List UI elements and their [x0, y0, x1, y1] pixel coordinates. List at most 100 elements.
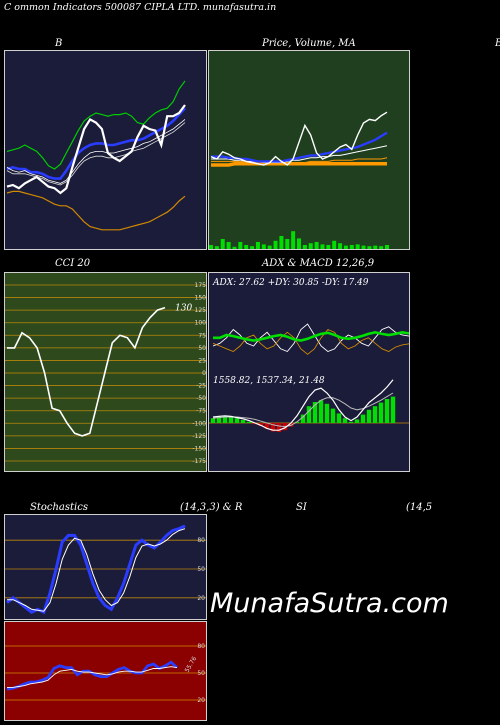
macd-histogram-bar — [384, 399, 390, 423]
stoch-tick-label: 50 — [197, 566, 205, 573]
volume-bar — [314, 242, 319, 249]
macd-histogram-bar — [300, 414, 306, 423]
volume-bar — [232, 246, 237, 249]
adx-plus-di-line — [212, 323, 409, 353]
macd-readout: 1558.82, 1537.34, 21.48 — [213, 376, 325, 386]
price-volume-ma-chart — [209, 111, 389, 249]
cci-tick-label: 125 — [195, 307, 207, 314]
volume-bar — [250, 246, 255, 249]
volume-bar — [326, 245, 331, 249]
volume-bar — [226, 242, 231, 249]
volume-bar — [355, 244, 360, 249]
stoch-tick-label: 20 — [197, 595, 205, 602]
volume-bar — [267, 245, 272, 249]
cci-line — [7, 306, 166, 437]
volume-bar — [255, 242, 260, 249]
price-line — [210, 111, 388, 166]
stochastics-chart: 80 50 20 — [5, 524, 206, 615]
cci-tick-label: 175 — [195, 282, 207, 289]
macd-histogram-bar — [270, 423, 276, 432]
macd-histogram-bar — [246, 421, 252, 423]
volume-bar — [320, 244, 325, 249]
bb-upper-band-line — [6, 80, 186, 170]
volume-bar — [238, 242, 243, 249]
stoch-panel-title: Stochastics — [30, 502, 88, 513]
volume-bar — [349, 245, 354, 249]
bb-right-edge-label: B — [495, 38, 500, 49]
volume-bar — [373, 245, 378, 249]
bb-middle-band-line — [6, 107, 186, 180]
macd-histogram-bar — [324, 403, 330, 423]
macd-histogram-bar — [228, 417, 234, 423]
rsi-chart: 80 50 20 55.76 — [5, 643, 206, 704]
volume-bar — [343, 245, 348, 249]
macd-histogram-bar — [348, 421, 354, 423]
bb-panel-title: B — [55, 38, 63, 49]
cci-tick-label: -150 — [192, 445, 206, 452]
cci-tick-label: -75 — [196, 408, 206, 415]
macd-histogram-bar — [264, 423, 270, 429]
macd-histogram-bar — [294, 421, 300, 423]
volume-bar — [379, 246, 384, 249]
cci-tick-label: 150 — [195, 295, 207, 302]
macd-histogram-bar — [378, 402, 384, 423]
rsi-panel-params: (14,5 — [406, 502, 433, 513]
macd-histogram-bar — [216, 417, 222, 423]
adx-readout: ADX: 27.62 +DY: 30.85 -DY: 17.49 — [212, 278, 369, 288]
cci-chart: 175 150 125 100 75 50 25 0 -25 -50 -75 -100 -125 -150… — [5, 282, 207, 465]
volume-bar — [261, 244, 266, 249]
volume-bar — [297, 238, 301, 249]
cci-tick-label: 100 — [195, 320, 207, 327]
volume-bar — [308, 243, 313, 249]
ma-orange-line — [211, 157, 388, 165]
macd-histogram-bar — [336, 413, 342, 423]
volume-bar — [209, 245, 213, 249]
stochastics-panel: 80 50 20 — [4, 514, 207, 620]
cci-panel: 175 150 125 100 75 50 25 0 -25 -50 -75 -100 -125 -150… — [4, 272, 207, 472]
cci-tick-label: -50 — [196, 395, 206, 402]
stoch-d-line — [7, 528, 186, 612]
rsi-tick-label: 50 — [197, 670, 205, 677]
cci-tick-label: 50 — [198, 345, 206, 352]
macd-histogram-bar — [390, 396, 396, 423]
volume-bar — [214, 246, 219, 249]
cci-tick-label: 25 — [198, 357, 206, 364]
bb-ma-line — [6, 119, 186, 184]
ma-blue-line — [211, 131, 388, 163]
rsi-tick-label: 20 — [197, 697, 205, 704]
adx-macd-panel: ADX: 27.62 +DY: 30.85 -DY: 17.49 1558.82… — [208, 272, 410, 472]
stoch-tick-label: 80 — [197, 537, 205, 544]
macd-histogram-bar — [330, 408, 336, 423]
volume-bar — [385, 245, 389, 249]
ma-white-line — [211, 145, 388, 164]
cci-tick-label: -175 — [192, 458, 206, 465]
volume-bar — [279, 236, 284, 249]
macd-histogram-bar — [276, 423, 282, 432]
macd-histogram-bar — [222, 415, 228, 423]
macd-histogram-bar — [342, 418, 348, 423]
bb-price-line — [6, 104, 186, 195]
macd-histogram-bar — [288, 423, 294, 427]
bollinger-chart — [6, 80, 186, 231]
cci-tick-label: -100 — [192, 420, 206, 427]
macd-histogram-bar — [318, 400, 324, 423]
macd-histogram-bar — [354, 419, 360, 423]
volume-bar — [367, 246, 372, 249]
volume-bar — [273, 240, 278, 249]
macd-histogram-bar — [210, 418, 216, 423]
volume-bar — [338, 243, 343, 249]
rsi-signal-line — [7, 666, 178, 688]
rsi-tick-label: 80 — [197, 643, 205, 650]
cci-last-value: 130 — [175, 304, 192, 314]
adx-line — [213, 330, 409, 342]
volume-bar — [220, 239, 225, 249]
macd-histogram-bar — [240, 420, 246, 423]
volume-bar — [302, 245, 307, 249]
macd-histogram-bar — [234, 418, 240, 423]
volume-bar — [361, 245, 366, 249]
adx-panel-title: ADX & MACD 12,26,9 — [262, 258, 375, 269]
page-title: C ommon Indicators 500087 CIPLA LTD. mun… — [4, 2, 277, 13]
volume-bar — [332, 240, 337, 249]
macd-histogram-bar — [306, 406, 312, 423]
volume-bar — [291, 231, 296, 249]
